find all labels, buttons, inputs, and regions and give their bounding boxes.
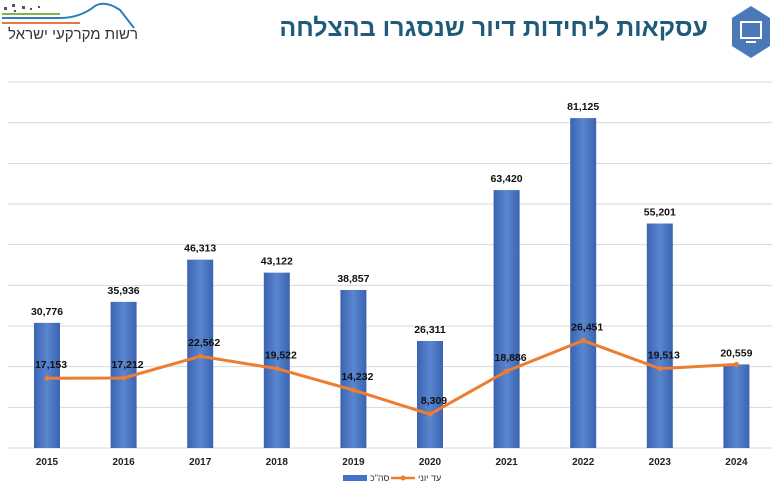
logo-graphic: [2, 2, 135, 29]
bar-2019: [340, 289, 367, 448]
line-point-2017: [197, 353, 203, 359]
bar-label-2017: 46,313: [184, 243, 216, 255]
page-title: עסקאות ליחידות דיור שנסגרו בהצלחה: [279, 14, 708, 42]
bar-label-2016: 35,936: [108, 285, 140, 297]
bar-2020: [417, 341, 443, 448]
line-point-2020: [427, 411, 433, 417]
logo-text: רשות מקרקעי ישראל: [8, 26, 138, 43]
x-tick-2020: 2020: [419, 457, 442, 468]
monitor-icon: [732, 6, 770, 58]
bar-label-2022: 81,125: [567, 101, 599, 113]
x-tick-2018: 2018: [266, 457, 289, 468]
bar-label-2018: 43,122: [261, 256, 293, 268]
line-label-2018: 19,522: [265, 350, 297, 362]
line-label-2017: 22,562: [188, 337, 220, 349]
line-label-2024: 20,559: [720, 347, 752, 359]
line-point-2024: [733, 361, 739, 367]
line-label-2020: 8,309: [421, 395, 447, 407]
legend-label-june: עד יוני: [418, 473, 441, 483]
x-tick-2015: 2015: [36, 457, 59, 468]
line-label-2023: 19,513: [648, 350, 680, 362]
x-tick-2017: 2017: [189, 457, 212, 468]
bar-2023: [646, 223, 673, 448]
x-tick-2021: 2021: [495, 457, 518, 468]
line-point-2016: [121, 375, 127, 381]
legend-label-total: סה"כ: [370, 473, 390, 483]
bar-2015: [34, 322, 60, 448]
bar-2022: [570, 118, 597, 448]
line-point-2015: [44, 375, 50, 381]
x-tick-2016: 2016: [112, 457, 135, 468]
line-label-2021: 18,886: [495, 352, 527, 364]
line-label-2015: 17,153: [35, 359, 67, 371]
line-point-2018: [274, 366, 280, 372]
line-point-2019: [350, 387, 356, 393]
bar-2021: [493, 190, 520, 449]
line-label-2019: 14,232: [341, 371, 373, 383]
line-point-2023: [657, 366, 663, 372]
legend-swatch-total: [343, 475, 367, 481]
x-tick-2022: 2022: [572, 457, 595, 468]
bar-label-2023: 55,201: [644, 207, 676, 219]
logo: רשות מקרקעי ישראל: [0, 0, 140, 50]
line-point-2021: [504, 368, 510, 374]
x-tick-2024: 2024: [725, 457, 748, 468]
legend-marker-june: [400, 475, 406, 481]
bar-label-2015: 30,776: [31, 306, 63, 318]
bar-2018: [263, 272, 290, 448]
line-label-2022: 26,451: [571, 321, 603, 333]
bar-2024: [723, 364, 750, 448]
x-tick-2023: 2023: [649, 457, 672, 468]
bar-label-2019: 38,857: [337, 273, 369, 285]
x-tick-2019: 2019: [342, 457, 365, 468]
line-point-2022: [580, 337, 586, 343]
line-label-2016: 17,212: [112, 359, 144, 371]
bar-label-2021: 63,420: [491, 173, 523, 185]
line-series: [46, 338, 737, 416]
bar-label-2020: 26,311: [414, 324, 446, 336]
